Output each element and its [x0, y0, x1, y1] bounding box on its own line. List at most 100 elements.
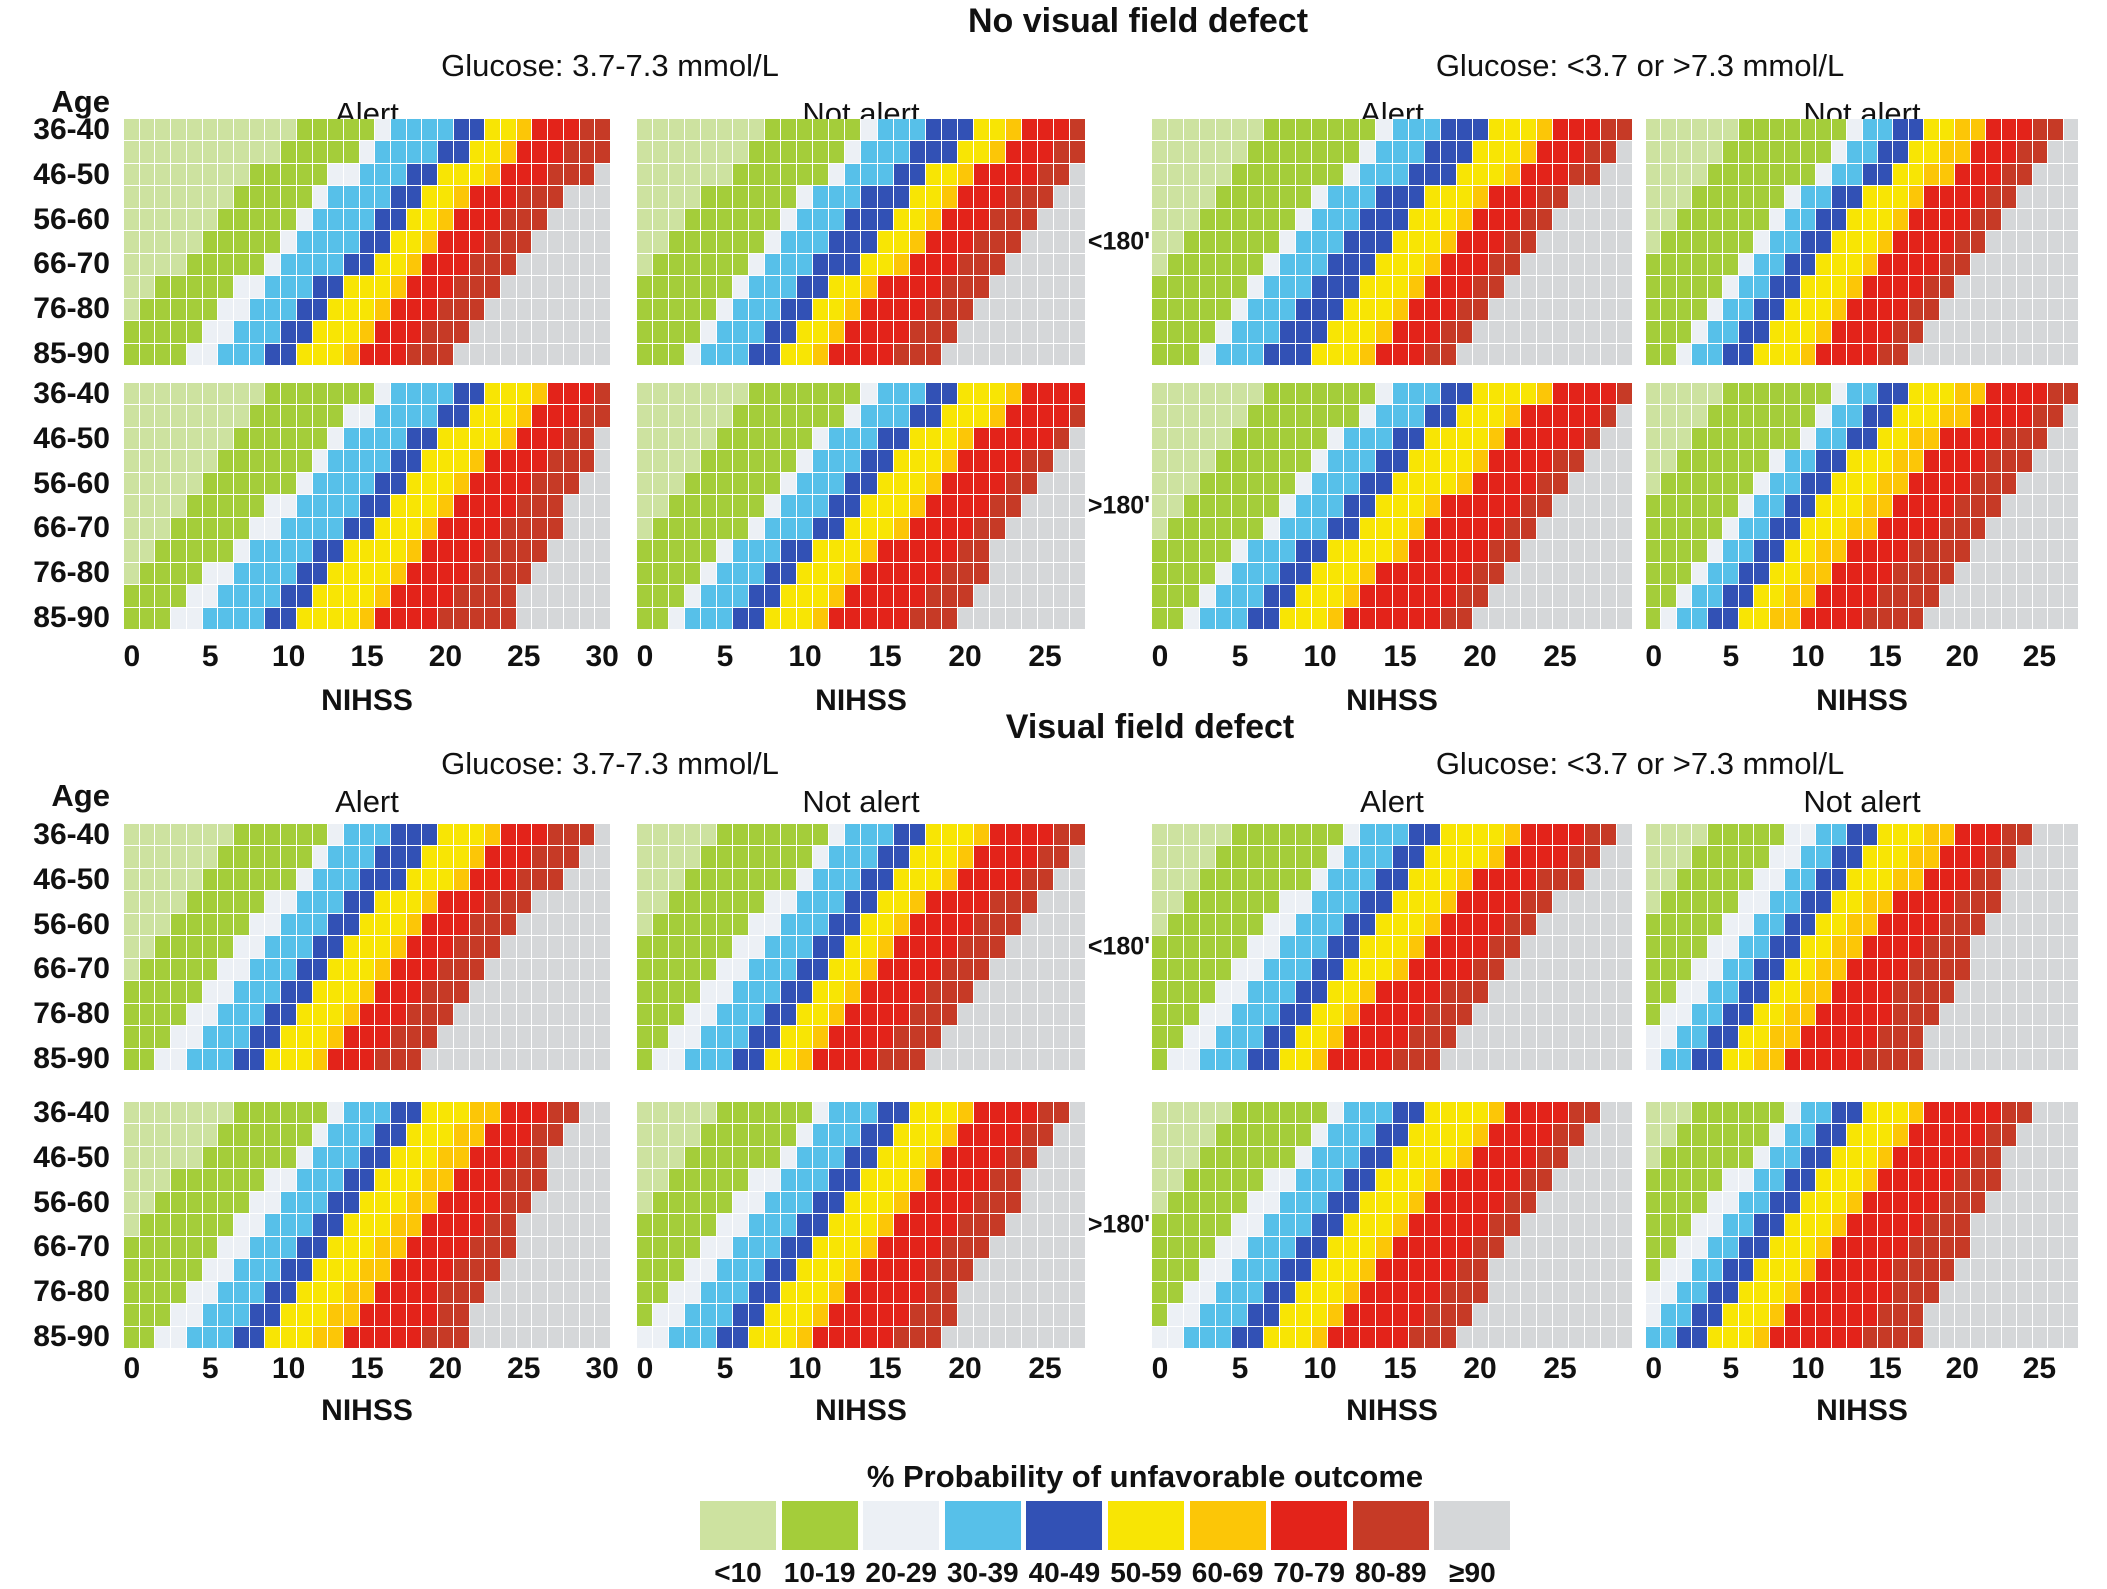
heatmap-cell: [957, 1146, 973, 1169]
heatmap-cell: [469, 450, 485, 472]
heatmap-cell: [973, 913, 989, 936]
heatmap-cell: [1877, 936, 1893, 958]
heatmap-cell: [701, 119, 717, 141]
x-axis-tick: 20: [1463, 1352, 1497, 1385]
heatmap-cell: [453, 1169, 469, 1191]
heatmap-cell: [941, 208, 957, 231]
heatmap-cell: [1216, 253, 1232, 276]
heatmap-cell: [391, 1259, 406, 1281]
heatmap-cell: [829, 1236, 845, 1259]
heatmap-cell: [2048, 607, 2063, 629]
heatmap-cell: [124, 119, 139, 141]
heatmap-cell: [1536, 1259, 1552, 1281]
heatmap-cell: [717, 208, 733, 231]
heatmap-cell: [1692, 343, 1707, 365]
heatmap-cell: [453, 562, 469, 585]
heatmap-cell: [438, 868, 453, 891]
heatmap-cell: [548, 1191, 563, 1214]
heatmap-cell: [1862, 383, 1877, 405]
heatmap-cell: [909, 585, 925, 607]
heatmap-cell: [1754, 958, 1769, 981]
heatmap-cell: [1504, 891, 1520, 913]
heatmap-cell: [1376, 1169, 1392, 1191]
heatmap-cell: [155, 163, 171, 186]
heatmap-cell: [1520, 1169, 1536, 1191]
heatmap-cell: [2032, 276, 2048, 298]
heatmap-cell: [765, 119, 781, 141]
heatmap-cell: [1831, 1003, 1847, 1026]
heatmap-cell: [1877, 343, 1893, 365]
heatmap-cell: [717, 1191, 733, 1214]
heatmap-cell: [909, 846, 925, 868]
heatmap-cell: [845, 1281, 861, 1304]
age-group-label: 66-70: [33, 511, 110, 545]
heatmap-cell: [265, 1259, 281, 1281]
heatmap-cell: [406, 981, 422, 1003]
heatmap-cell: [501, 1326, 516, 1348]
heatmap-cell: [1344, 868, 1360, 891]
heatmap-cell: [861, 1146, 877, 1169]
heatmap-cell: [1152, 163, 1168, 186]
heatmap-cell: [375, 495, 391, 517]
heatmap-cell: [438, 913, 453, 936]
heatmap-cell: [1376, 1236, 1392, 1259]
heatmap-cell: [1754, 981, 1769, 1003]
heatmap-cell: [989, 1214, 1005, 1236]
heatmap-cell: [171, 1102, 186, 1124]
heatmap-cell: [563, 913, 579, 936]
heatmap-cell: [1296, 383, 1312, 405]
heatmap-cell: [1552, 383, 1568, 405]
heatmap-cell: [1216, 1026, 1232, 1048]
heatmap-cell: [1037, 868, 1053, 891]
x-axis-tick: 30: [585, 1352, 619, 1385]
heatmap-cell: [1200, 450, 1216, 472]
heatmap-cell: [453, 1102, 469, 1124]
heatmap-cell: [1616, 1236, 1632, 1259]
heatmap-cell: [1723, 517, 1738, 540]
heatmap-cell: [1216, 562, 1232, 585]
heatmap-cell: [296, 208, 312, 231]
heatmap-cell: [406, 472, 422, 495]
heatmap-cell: [1200, 1102, 1216, 1124]
heatmap-cell: [1360, 253, 1376, 276]
heatmap-cell: [548, 253, 563, 276]
heatmap-cell: [532, 913, 548, 936]
heatmap-cell: [139, 1124, 155, 1146]
heatmap-cell: [1893, 253, 1908, 276]
heatmap-cell: [249, 231, 265, 253]
heatmap-cell: [563, 1236, 579, 1259]
heatmap-cell: [343, 141, 359, 163]
heatmap-cell: [1392, 562, 1408, 585]
heatmap-cell: [1924, 163, 1939, 186]
heatmap-cell: [343, 1003, 359, 1026]
heatmap-cell: [1738, 891, 1754, 913]
heatmap-cell: [1552, 298, 1568, 321]
heatmap-cell: [1661, 405, 1676, 427]
heatmap-cell: [669, 163, 685, 186]
heatmap-cell: [1816, 208, 1831, 231]
heatmap-cell: [343, 298, 359, 321]
heatmap-cell: [765, 1326, 781, 1348]
heatmap-cell: [1676, 1026, 1692, 1048]
heatmap-cell: [548, 585, 563, 607]
heatmap-cell: [202, 1003, 218, 1026]
heatmap-cell: [2017, 824, 2032, 846]
heatmap-cell: [797, 186, 813, 208]
heatmap-cell: [1184, 607, 1200, 629]
heatmap-cell: [973, 1304, 989, 1326]
heatmap-cell: [781, 141, 797, 163]
heatmap-cell: [989, 1048, 1005, 1070]
heatmap-cell: [1520, 383, 1536, 405]
heatmap-cell: [701, 321, 717, 343]
heatmap-cell: [1769, 958, 1785, 981]
heatmap-cell: [1232, 1102, 1248, 1124]
heatmap-cell: [765, 383, 781, 405]
heatmap-cell: [1877, 562, 1893, 585]
heatmap-cell: [893, 1236, 909, 1259]
heatmap-cell: [1616, 1169, 1632, 1191]
heatmap-cell: [1970, 427, 1986, 450]
heatmap-cell: [438, 824, 453, 846]
heatmap-cell: [501, 450, 516, 472]
heatmap-cell: [1456, 383, 1472, 405]
heatmap-cell: [312, 868, 328, 891]
